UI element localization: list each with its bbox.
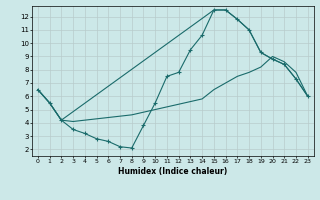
X-axis label: Humidex (Indice chaleur): Humidex (Indice chaleur) xyxy=(118,167,228,176)
